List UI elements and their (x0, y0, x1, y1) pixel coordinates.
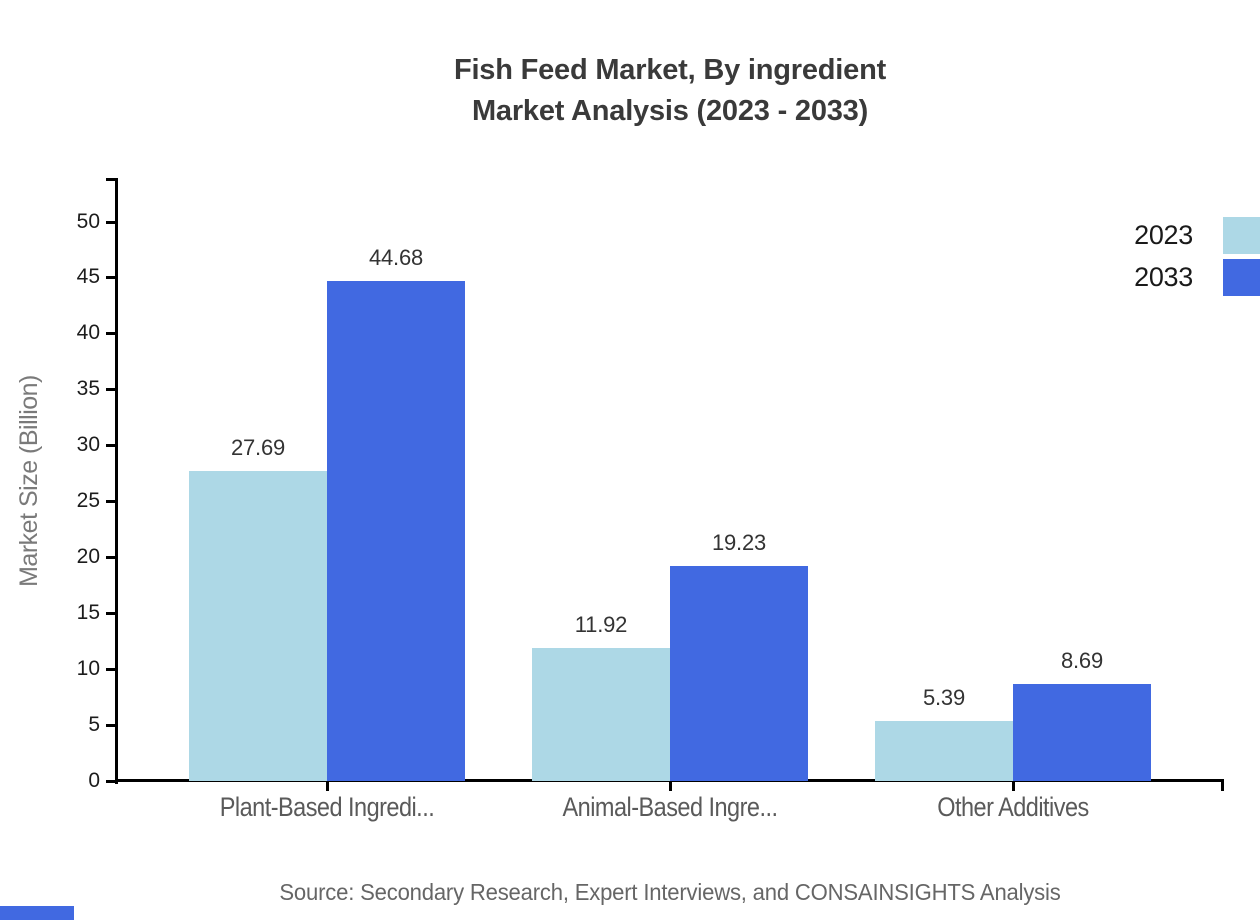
y-tick (106, 724, 115, 728)
y-tick (106, 668, 115, 672)
y-axis-line (115, 178, 118, 784)
y-axis-endcap-tick (106, 178, 115, 181)
y-tick (106, 500, 115, 504)
bar-2023-group1 (189, 471, 327, 781)
chart-title-line2: Market Analysis (2023 - 2033) (471, 95, 869, 127)
x-tick (326, 782, 329, 791)
y-tick (106, 220, 115, 224)
bar-value-label: 5.39 (922, 684, 966, 710)
y-tick (106, 388, 115, 392)
chart-title-line1: Fish Feed Market, By ingredient (453, 54, 887, 86)
y-tick-label: 25 (76, 489, 100, 513)
x-category-label: Plant-Based Ingredi... (219, 792, 435, 822)
bar-2033-group2 (670, 565, 808, 781)
bar-2023-group2 (532, 647, 670, 781)
y-tick (106, 556, 115, 560)
brand-bar (0, 906, 74, 920)
y-tick (106, 780, 115, 783)
y-tick-label: 5 (88, 713, 100, 737)
bar-value-label: 11.92 (574, 611, 628, 637)
y-tick-label: 0 (88, 769, 100, 792)
legend-label: 2033 (1134, 262, 1193, 292)
y-tick-label: 45 (76, 265, 100, 289)
bar-2023-group3 (875, 720, 1013, 781)
legend-swatch (1223, 217, 1260, 254)
bar-2033-group3 (1013, 683, 1151, 781)
legend-swatch (1223, 259, 1260, 296)
legend-entry-2033: 2033 (1134, 259, 1260, 296)
y-tick (106, 332, 115, 336)
legend-entry-2023: 2023 (1134, 217, 1260, 254)
x-axis-endcap-tick (1221, 782, 1224, 791)
x-tick (1012, 782, 1015, 791)
y-tick (106, 444, 115, 448)
y-tick (106, 612, 115, 616)
x-category-label: Animal-Based Ingre... (562, 792, 778, 822)
y-tick-label: 35 (76, 377, 100, 401)
bar-value-label: 27.69 (230, 435, 286, 461)
source-note: Source: Secondary Research, Expert Inter… (279, 879, 1061, 905)
y-tick (106, 276, 115, 280)
legend-label: 2023 (1134, 220, 1193, 250)
bar-value-label: 44.68 (368, 245, 424, 271)
bar-value-label: 19.23 (711, 529, 767, 555)
y-tick-label: 50 (76, 209, 100, 233)
y-tick-label: 40 (76, 321, 100, 345)
bar-value-label: 8.69 (1060, 647, 1104, 673)
y-tick-label: 30 (76, 433, 100, 457)
x-category-label: Other Additives (937, 792, 1089, 822)
y-tick-label: 10 (76, 657, 100, 681)
bar-2033-group1 (327, 281, 465, 781)
y-tick-label: 20 (76, 545, 100, 569)
x-tick (669, 782, 672, 791)
chart-title: Fish Feed Market, By ingredient Market A… (170, 50, 1170, 132)
y-tick-label: 15 (76, 601, 100, 625)
legend: 2023 2033 (1134, 217, 1260, 301)
